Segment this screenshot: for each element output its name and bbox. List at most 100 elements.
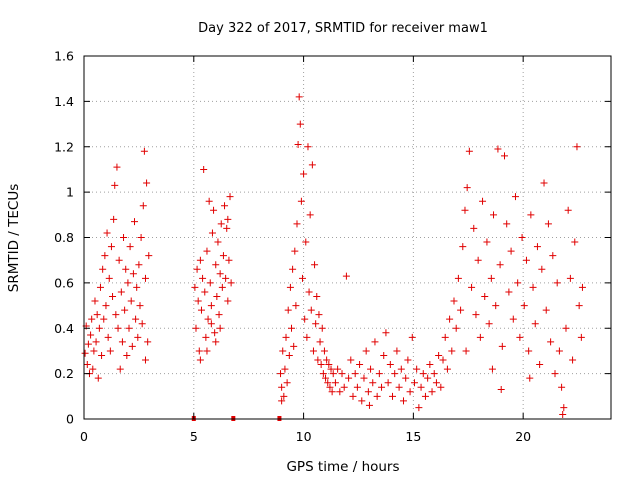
data-point — [313, 292, 321, 300]
data-point — [404, 356, 412, 364]
tick-marks — [83, 55, 611, 420]
data-point — [389, 392, 397, 400]
data-point — [103, 229, 111, 237]
data-point — [206, 279, 214, 287]
data-point — [110, 215, 118, 223]
y-tick-label: 0.6 — [54, 275, 74, 290]
data-point — [498, 342, 506, 350]
data-point — [88, 315, 96, 323]
data-point — [428, 388, 436, 396]
data-point — [564, 206, 572, 214]
data-point — [488, 365, 496, 373]
data-point — [336, 388, 344, 396]
data-point — [518, 234, 526, 241]
data-point — [505, 288, 513, 296]
data-point — [380, 351, 388, 359]
data-point — [104, 333, 112, 341]
data-point — [435, 351, 443, 359]
data-point — [286, 283, 294, 291]
data-point — [560, 404, 568, 412]
data-point — [205, 197, 213, 205]
data-point — [413, 365, 421, 373]
data-point — [219, 252, 227, 260]
data-point — [378, 383, 386, 391]
data-point — [575, 302, 583, 310]
data-point — [202, 333, 210, 341]
data-point — [522, 256, 530, 264]
data-point — [126, 243, 134, 251]
y-axis-label: SRMTID / TECUs — [6, 184, 22, 292]
data-point — [217, 220, 225, 228]
data-point — [216, 270, 224, 278]
data-point — [96, 283, 104, 291]
data-point — [282, 333, 290, 341]
data-point — [326, 383, 334, 391]
data-point — [302, 238, 310, 246]
data-point — [227, 279, 235, 287]
data-point — [211, 329, 219, 337]
data-point — [569, 356, 577, 364]
data-point — [315, 311, 323, 319]
data-point — [124, 279, 132, 287]
data-point — [421, 392, 429, 400]
data-point — [474, 256, 482, 264]
data-point — [83, 361, 91, 369]
data-point — [200, 165, 208, 173]
data-point — [507, 247, 515, 255]
chart-title: Day 322 of 2017, SRMTID for receiver maw… — [198, 21, 488, 36]
data-point — [121, 306, 129, 314]
data-point — [215, 311, 223, 319]
data-point — [476, 333, 484, 341]
data-point — [136, 302, 144, 310]
data-point — [216, 324, 224, 332]
data-point — [293, 220, 301, 228]
data-point — [395, 383, 403, 391]
data-point — [212, 338, 220, 346]
data-point — [384, 379, 392, 387]
data-point — [291, 247, 299, 255]
data-point — [479, 197, 487, 205]
data-point — [135, 261, 143, 269]
y-tick-label: 1 — [66, 185, 74, 200]
data-points — [81, 93, 586, 421]
data-point — [314, 356, 322, 364]
data-point — [277, 370, 285, 378]
data-point — [115, 256, 123, 264]
data-point — [562, 324, 570, 332]
data-point — [349, 392, 357, 400]
data-point — [470, 224, 478, 232]
data-point — [284, 306, 292, 314]
data-point — [526, 374, 534, 382]
data-point — [295, 93, 303, 101]
data-point — [208, 229, 216, 237]
data-point — [280, 392, 288, 400]
data-point — [221, 202, 229, 210]
data-point — [323, 356, 331, 364]
data-point — [203, 247, 211, 255]
data-point — [213, 292, 221, 300]
data-point — [204, 315, 212, 323]
data-point — [397, 365, 405, 373]
y-tick-label: 0.8 — [54, 230, 74, 245]
data-point — [224, 215, 232, 223]
data-point — [511, 193, 519, 201]
y-tick-label: 1.4 — [54, 94, 74, 109]
data-point — [525, 347, 533, 355]
data-point — [109, 292, 117, 300]
data-point — [551, 370, 559, 378]
data-point — [307, 306, 315, 314]
data-point — [408, 333, 416, 341]
data-point — [112, 311, 120, 319]
data-point — [443, 365, 451, 373]
data-point — [289, 265, 297, 273]
data-point — [278, 383, 286, 391]
data-point — [134, 333, 142, 341]
data-point — [199, 274, 207, 282]
data-point — [210, 206, 218, 214]
data-point — [303, 333, 311, 341]
data-point — [309, 347, 317, 355]
data-point — [338, 370, 346, 378]
data-point — [92, 338, 100, 346]
data-point — [529, 283, 537, 291]
